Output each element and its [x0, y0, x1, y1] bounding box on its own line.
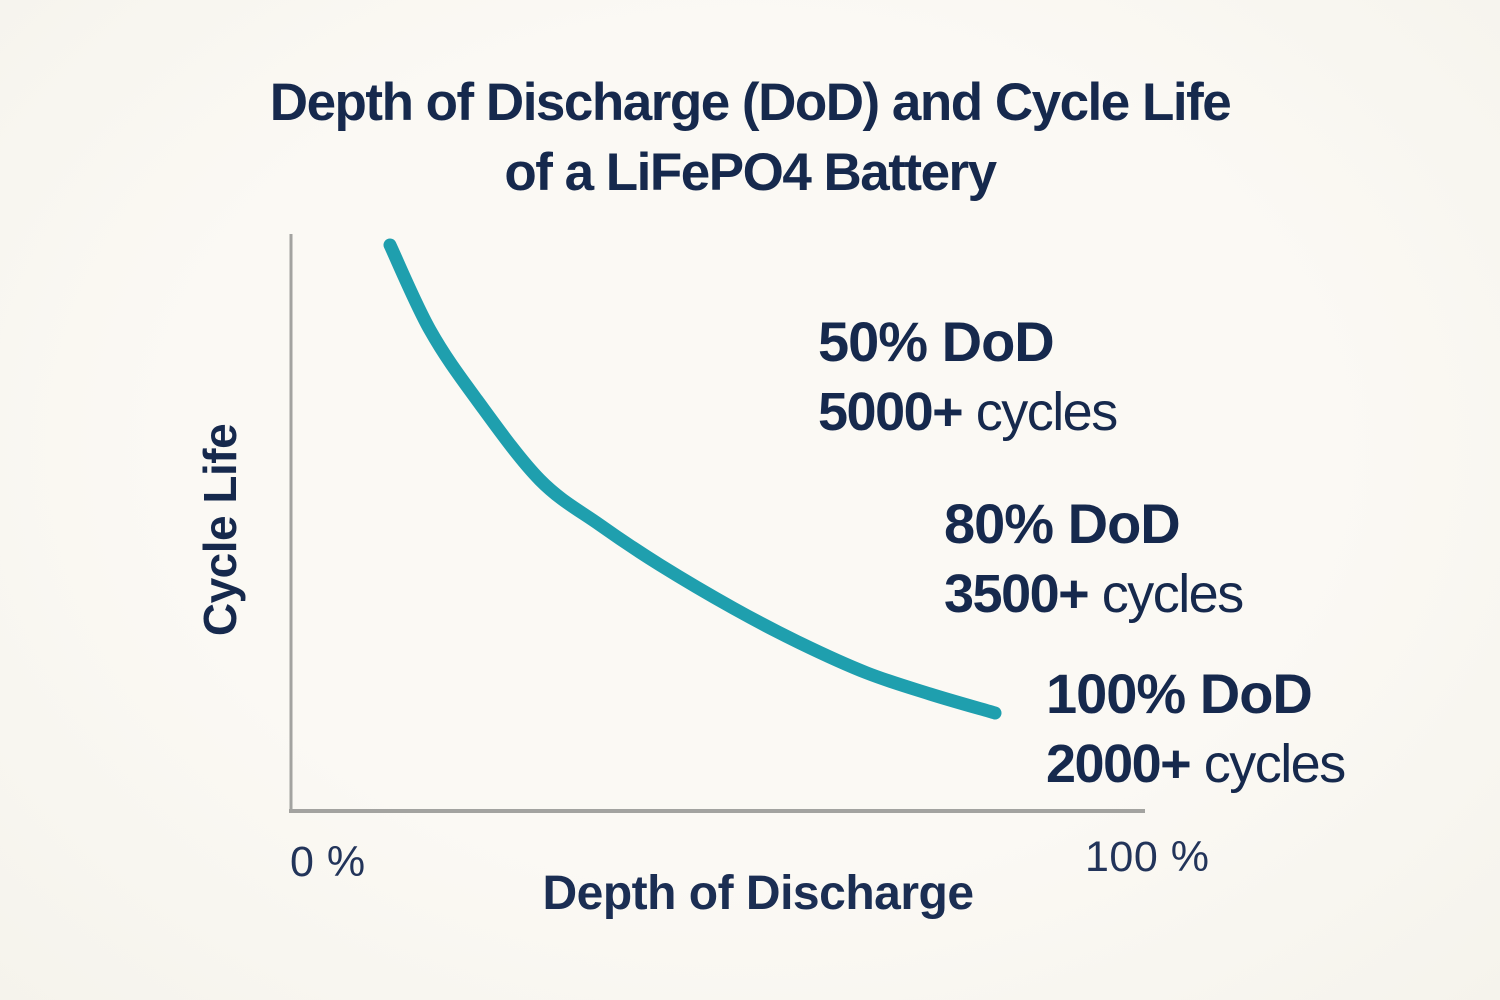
annotation-50pct-dod: 50% DoD 5000+ cycles [818, 306, 1119, 447]
x-axis-label: Depth of Discharge [542, 867, 974, 920]
chart-title: Depth of Discharge (DoD) and Cycle Life … [0, 68, 1500, 208]
annotation-80pct-dod: 80% DoD 3500+ cycles [944, 488, 1245, 629]
annotation-80pct-dod-label: 80% DoD [944, 492, 1181, 555]
x-tick-0: 0 % [290, 838, 366, 886]
cycle-life-curve [383, 238, 1002, 720]
annotation-50pct-cycles-value: 5000+ [818, 381, 964, 442]
annotation-50pct-dod-label: 50% DoD [818, 310, 1055, 373]
annotation-50pct-cycles: 5000+ cycles [818, 378, 1119, 447]
annotation-100pct-dod: 100% DoD 2000+ cycles [1046, 658, 1347, 799]
chart-title-line1: Depth of Discharge (DoD) and Cycle Life [269, 73, 1232, 132]
annotation-50pct-cycles-unit: cycles [975, 381, 1119, 442]
annotation-80pct-cycles: 3500+ cycles [944, 560, 1245, 629]
chart-title-line2: of a LiFePO4 Battery [504, 142, 997, 202]
y-axis-label: Cycle Life [194, 423, 246, 637]
x-tick-100: 100 % [1085, 833, 1210, 881]
annotation-100pct-cycles: 2000+ cycles [1046, 730, 1347, 799]
annotation-80pct-cycles-value: 3500+ [944, 563, 1090, 624]
annotation-100pct-cycles-unit: cycles [1203, 733, 1347, 794]
annotation-80pct-cycles-unit: cycles [1101, 563, 1245, 624]
annotation-100pct-dod-label: 100% DoD [1046, 662, 1313, 725]
annotation-100pct-cycles-value: 2000+ [1046, 733, 1192, 794]
